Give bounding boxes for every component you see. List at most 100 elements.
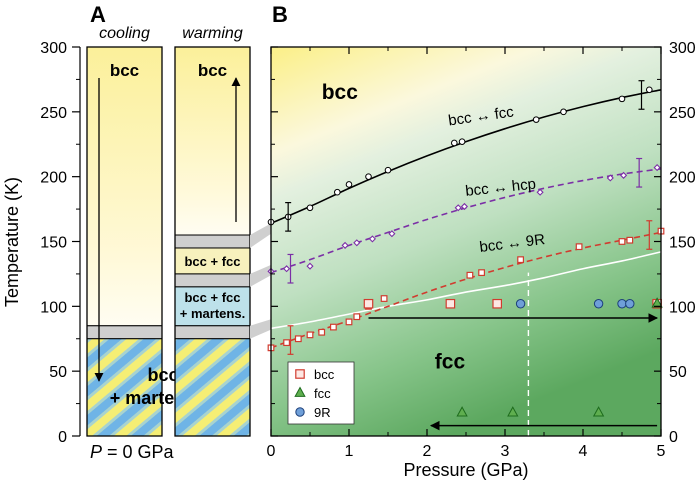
panel-b-label: B [272,2,288,27]
transition-point-0-12 [646,86,653,94]
transition-point-0-3 [334,188,341,196]
legend-marker-9R [295,407,305,417]
transition-point-2-5 [330,323,337,331]
phase-point-fcc-0 [456,406,468,417]
region-label-bcc: bcc [322,81,359,104]
connector-2 [250,319,271,339]
transition-point-2-2 [294,335,302,343]
phase-point-9R-3 [625,299,635,309]
legend-label-bcc: bcc [314,367,335,382]
transition-point-2-6 [345,318,353,326]
band-0-0 [86,46,163,327]
phase-point-fcc-3 [651,297,663,308]
left-tick-label-1: 50 [49,364,67,381]
transition-point-2-10 [466,271,474,279]
phase-label-top-1: bcc [198,61,227,80]
transition-point-2-4 [318,328,326,336]
transition-point-1-7 [454,204,462,212]
column-frame-0 [86,46,163,437]
phase-point-bcc-2 [492,298,502,309]
band-1-6 [174,338,251,437]
transition-point-2-13 [575,243,583,251]
transition-point-0-10 [560,108,567,116]
transition-point-2-15 [626,236,634,244]
left-axis-title: Temperature (K) [2,177,22,307]
transition-point-0-5 [365,173,372,180]
transition-point-0-2 [306,204,314,212]
pressure-condition-label: P = 0 GPa [90,442,175,462]
legend: bcc fcc 9R [287,361,355,425]
band-1-5 [174,325,251,340]
phase-point-9R-2 [617,299,627,309]
transition-point-0-6 [384,166,392,174]
legend-marker-bcc [295,369,305,379]
x-tick-label-5: 5 [657,443,666,460]
transition-point-2-7 [353,313,361,321]
transition-point-0-9 [532,116,540,123]
phase-point-fcc-2 [592,406,605,417]
band-0-1 [86,325,163,340]
transition-point-2-11 [478,269,485,277]
phase-label-bcc-martensite-1: bcc [147,365,178,385]
transition-point-0-8 [458,138,466,145]
phase-label-bcc-fcc: bcc + fcc [184,254,240,269]
transition-point-1-12 [653,164,661,172]
transition-point-2-3 [306,331,314,339]
phase-point-9R-1 [593,299,604,309]
column-title-1: warming [182,25,243,42]
transition-point-2-14 [618,238,626,245]
x-tick-label-0: 0 [267,443,276,460]
connector-1 [250,264,271,287]
legend-label-9R: 9R [314,405,331,420]
region-label-fcc: fcc [435,351,466,374]
phase-point-bcc-1 [445,298,456,309]
transition-point-2-12 [517,256,524,264]
phase-label-bcc-fcc-mart-2: + martens. [180,306,245,321]
transition-point-2-1 [283,339,290,347]
legend-label-fcc: fcc [314,386,331,401]
x-tick-label-1: 1 [345,443,354,460]
transition-point-1-2 [306,262,314,270]
transition-point-1-8 [460,202,469,211]
left-tick-label-0: 0 [58,429,67,446]
band-1-3 [174,273,251,288]
white-reference-line [270,251,662,330]
band-1-2 [174,247,251,275]
right-tick-label-3: 150 [669,235,696,252]
left-tick-label-3: 150 [40,235,67,252]
phase-point-fcc-1 [507,406,519,417]
transition-point-1-5 [368,235,376,243]
connector-0 [250,223,271,248]
transition-point-1-1 [283,265,291,273]
right-tick-label-6: 300 [669,40,696,57]
panel-a-label: A [90,2,106,27]
right-tick-label-5: 250 [669,105,696,122]
transition-point-1-10 [606,174,614,182]
transition-point-0-4 [345,181,353,188]
right-tick-label-4: 200 [669,170,696,187]
left-tick-label-6: 300 [40,40,67,57]
left-tick-label-4: 200 [40,170,67,187]
x-tick-label-2: 2 [423,443,432,460]
legend-marker-fcc [294,386,306,397]
right-tick-label-1: 50 [669,364,687,381]
transition-point-1-11 [619,171,628,179]
transition-point-1-4 [353,239,361,247]
left-tick-label-2: 100 [40,299,67,316]
transition-point-1-6 [388,230,396,238]
transition-point-0-11 [618,95,626,103]
transition-point-2-9 [380,295,388,302]
phase-label-bcc-fcc-mart-1: bcc + fcc [184,290,240,305]
transition-curve-2 [270,231,662,349]
phase-point-bcc-0 [363,298,374,309]
phase-point-9R-0 [515,299,526,309]
phase-label-top-0: bcc [110,61,139,80]
column-title-0: cooling [99,25,150,42]
left-temperature-axis: Temperature (K) 0 50 100 150 200 250 300 [2,40,81,446]
left-tick-label-5: 250 [40,105,67,122]
x-tick-label-4: 4 [579,443,588,460]
transition-point-0-7 [451,139,458,147]
